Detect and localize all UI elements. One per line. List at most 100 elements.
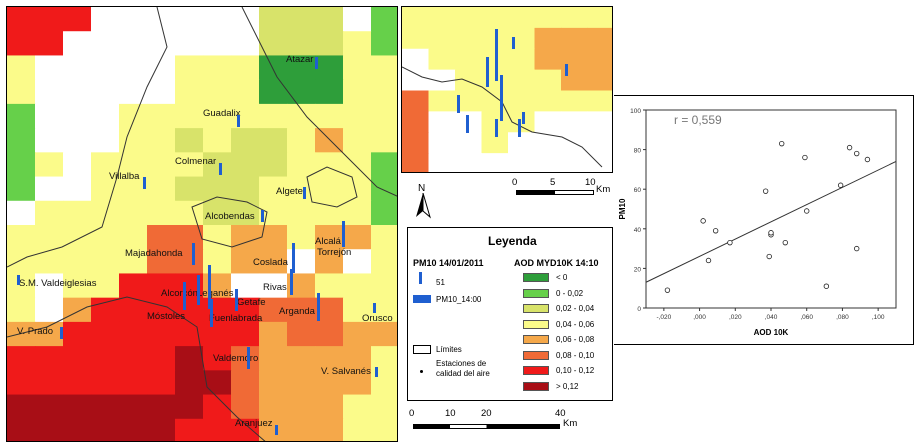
aod-cell — [315, 152, 344, 178]
aod-class-swatch — [523, 350, 549, 360]
station-bar — [292, 243, 295, 273]
aod-cell — [315, 321, 344, 347]
station-bar — [275, 425, 278, 435]
station-bar — [219, 163, 222, 175]
aod-cell — [534, 7, 562, 29]
aod-class-label: 0,06 - 0,08 — [556, 335, 595, 344]
main-map: Atazar Guadalix Colmenar Villalba Algete… — [6, 6, 398, 442]
aod-class-swatch — [523, 273, 549, 282]
aod-cell — [35, 200, 64, 226]
aod-cell — [35, 176, 64, 202]
aod-cell — [315, 225, 344, 250]
aod-cell — [7, 79, 36, 105]
aod-cell — [119, 418, 148, 441]
aod-cell — [203, 297, 232, 323]
aod-cell — [343, 103, 372, 129]
station-label: Orusco — [362, 313, 393, 324]
aod-cell — [287, 346, 316, 371]
aod-cell — [35, 394, 64, 420]
x-tick-label: ,040 — [765, 314, 778, 321]
aod-cell — [35, 103, 64, 129]
aod-cell — [147, 418, 176, 441]
aod-cell — [147, 128, 176, 153]
aod-class-label: 0,04 - 0,06 — [556, 319, 595, 329]
station-bar — [315, 57, 318, 69]
aod-cell — [147, 176, 176, 202]
aod-cell — [63, 79, 92, 105]
aod-cell — [175, 103, 204, 129]
data-point — [727, 239, 733, 246]
aod-cell — [175, 200, 204, 226]
aod-cell — [35, 79, 64, 105]
aod-cell — [7, 200, 36, 226]
aod-cell — [231, 103, 260, 129]
aod-cell — [175, 346, 204, 371]
region-boundaries — [7, 7, 397, 441]
aod-cell — [534, 111, 562, 133]
aod-cell — [371, 152, 397, 178]
aod-cell — [371, 200, 397, 226]
station-label: S.M. Valdeiglesias — [19, 278, 97, 289]
station-label: Arganda — [279, 306, 315, 317]
aod-cell — [7, 7, 36, 32]
legend-title: Leyenda — [488, 234, 537, 248]
aod-cell — [587, 7, 612, 29]
inset-scale-bar: 0 5 10 Km — [512, 177, 622, 203]
data-point — [854, 150, 860, 157]
aod-cell — [561, 90, 588, 112]
aod-cell — [175, 418, 204, 441]
aod-cell — [428, 111, 456, 133]
aod-cell — [35, 7, 64, 32]
aod-cell — [534, 69, 562, 91]
aod-cell — [371, 55, 397, 81]
aod-cell — [259, 128, 288, 153]
aod-cell — [119, 346, 148, 371]
aod-cell — [91, 7, 120, 32]
north-arrow-icon — [416, 193, 431, 219]
aod-cell — [7, 176, 36, 202]
aod-cell — [402, 48, 429, 71]
aod-class-label: > 0,12 — [556, 381, 579, 391]
aod-cell — [7, 225, 36, 250]
aod-cell — [481, 153, 509, 172]
aod-cell — [119, 7, 148, 32]
aod-cell — [371, 31, 397, 56]
aod-cell — [508, 111, 535, 133]
inset-station-bar — [512, 37, 515, 49]
station-label: Coslada — [253, 257, 288, 268]
aod-cell — [287, 79, 316, 105]
aod-cell — [587, 27, 612, 50]
aod-cell — [147, 370, 176, 396]
aod-cell — [402, 132, 429, 154]
aod-cell — [561, 27, 588, 50]
aod-cell — [371, 225, 397, 250]
pm-value: 51 — [436, 278, 445, 287]
aod-cell — [91, 418, 120, 441]
aod-cell — [371, 128, 397, 153]
station-bar — [183, 282, 186, 310]
aod-cell — [371, 394, 397, 420]
north-arrow: N — [413, 183, 433, 219]
aod-cell — [35, 297, 64, 323]
aod-cell — [315, 7, 344, 32]
y-tick-label: 60 — [634, 187, 642, 194]
aod-cell — [428, 48, 456, 71]
y-tick-label: 80 — [634, 148, 642, 155]
aod-cell — [508, 153, 535, 172]
aod-cell — [508, 69, 535, 91]
station-bar — [208, 265, 211, 309]
limits-swatch — [413, 345, 431, 354]
scale-tick: 10 — [585, 177, 596, 188]
inset-aod-grid — [402, 7, 612, 172]
aod-cell — [287, 55, 316, 81]
aod-cell — [561, 153, 588, 172]
aod-class-label: 0 - 0,02 — [556, 288, 584, 298]
aod-cell — [7, 297, 36, 323]
station-label: Rivas — [263, 282, 287, 293]
aod-cell — [231, 128, 260, 153]
aod-cell — [63, 273, 92, 299]
aod-cell — [203, 321, 232, 347]
station-bar — [375, 367, 378, 377]
station-label: Valdemoro — [213, 353, 259, 364]
data-point — [705, 257, 712, 264]
